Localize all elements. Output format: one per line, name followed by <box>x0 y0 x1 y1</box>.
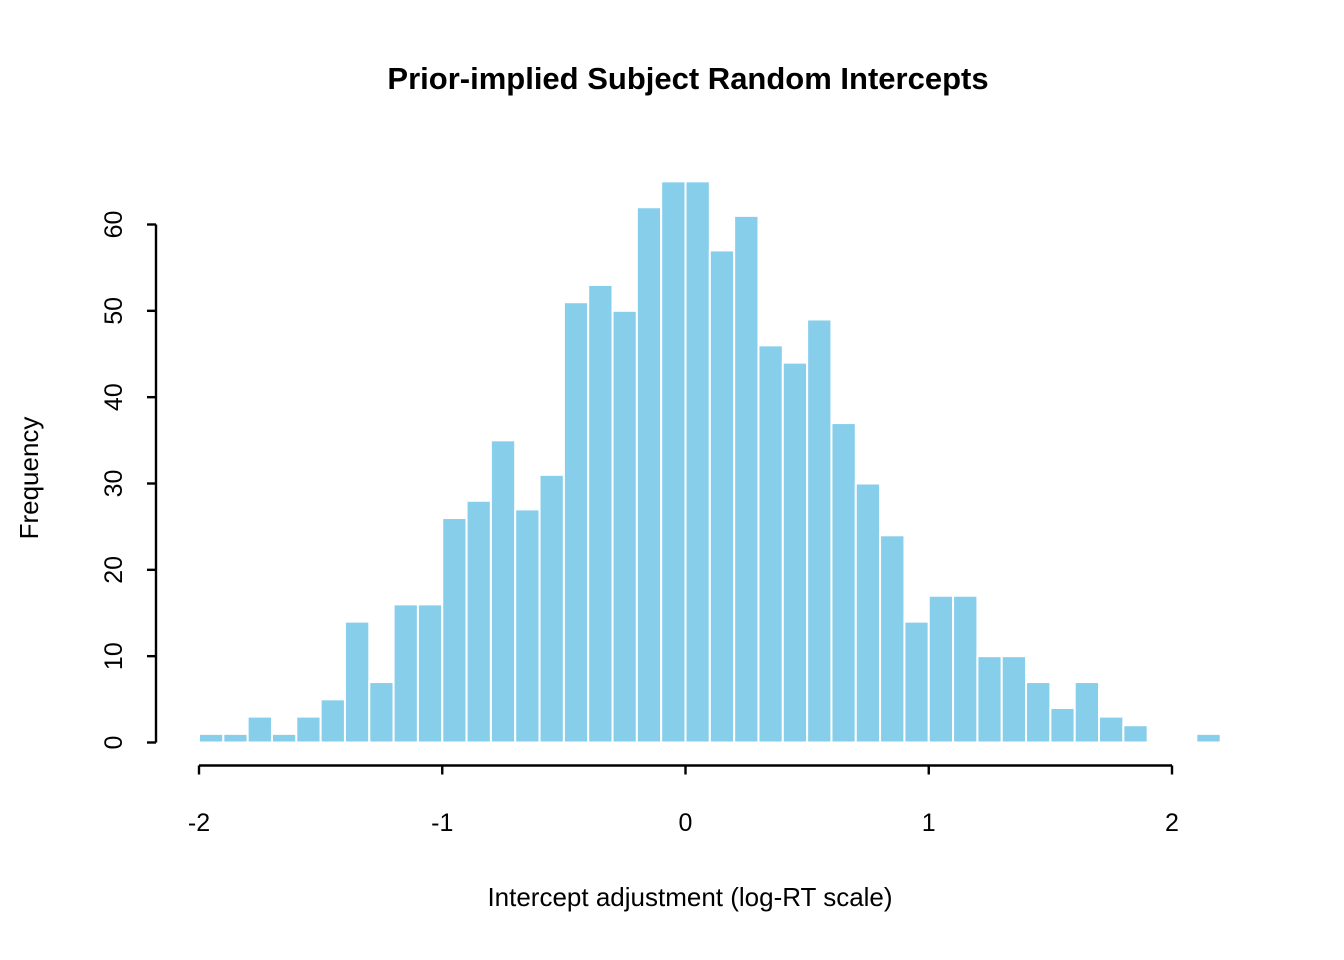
histogram-bar <box>1195 732 1222 744</box>
histogram-bar <box>1025 681 1052 744</box>
histogram-bar <box>319 698 346 744</box>
histogram-bar <box>927 594 955 744</box>
x-tick-label: 1 <box>922 809 936 837</box>
histogram-bar <box>733 214 760 744</box>
x-tick-label: 2 <box>1165 809 1179 837</box>
y-tick-label: 50 <box>100 297 128 325</box>
histogram-bar <box>1122 724 1149 744</box>
histogram-bar <box>465 499 492 744</box>
x-tick-label: 0 <box>679 809 693 837</box>
histogram-bar <box>660 180 687 744</box>
y-axis-label: Frequency <box>14 417 44 540</box>
histogram-bar <box>1073 681 1101 744</box>
histogram-bar <box>1049 706 1076 744</box>
x-tick-label: -1 <box>431 809 453 837</box>
histogram-bar <box>295 715 322 744</box>
chart-title: Prior-implied Subject Random Intercepts <box>387 61 988 96</box>
histogram-bar <box>246 715 273 744</box>
histogram-bar <box>392 603 419 744</box>
histogram-bars <box>198 180 1222 744</box>
histogram-bar <box>1098 715 1125 744</box>
histogram-bar <box>222 732 249 744</box>
histogram-bar <box>270 732 298 744</box>
histogram-bar <box>489 439 517 744</box>
histogram-bar <box>830 422 857 744</box>
histogram-bar <box>587 283 614 744</box>
histogram-bar <box>441 517 468 744</box>
y-tick-label: 60 <box>100 211 128 239</box>
histogram-bar <box>514 508 541 744</box>
histogram-bar <box>976 655 1003 744</box>
axes: 0 10 20 30 40 50 60 -2 -1 0 1 2 <box>100 211 1179 837</box>
y-tick-label: 0 <box>100 736 128 750</box>
y-tick-label: 30 <box>100 470 128 498</box>
histogram-bar <box>538 473 565 744</box>
histogram-bar <box>952 594 979 744</box>
histogram-bar <box>879 534 906 744</box>
y-tick-label: 40 <box>100 383 128 411</box>
histogram-bar <box>1000 655 1028 744</box>
histogram-bar <box>806 318 833 744</box>
histogram-bar <box>781 361 809 744</box>
histogram-bar <box>343 620 371 744</box>
histogram-bar <box>562 301 590 744</box>
histogram-bar <box>684 180 711 744</box>
histogram-bar <box>708 249 736 744</box>
histogram-bar <box>416 603 444 744</box>
histogram-bar <box>757 344 784 744</box>
histogram-bar <box>903 620 930 744</box>
y-tick-label: 10 <box>100 642 128 670</box>
histogram-bar <box>635 206 663 744</box>
histogram-bar <box>611 309 638 744</box>
x-axis-label: Intercept adjustment (log-RT scale) <box>487 882 892 912</box>
histogram-bar <box>198 732 225 744</box>
histogram-bar <box>368 681 395 744</box>
y-tick-label: 20 <box>100 556 128 584</box>
x-tick-label: -2 <box>188 809 210 837</box>
histogram-bar <box>854 482 882 744</box>
